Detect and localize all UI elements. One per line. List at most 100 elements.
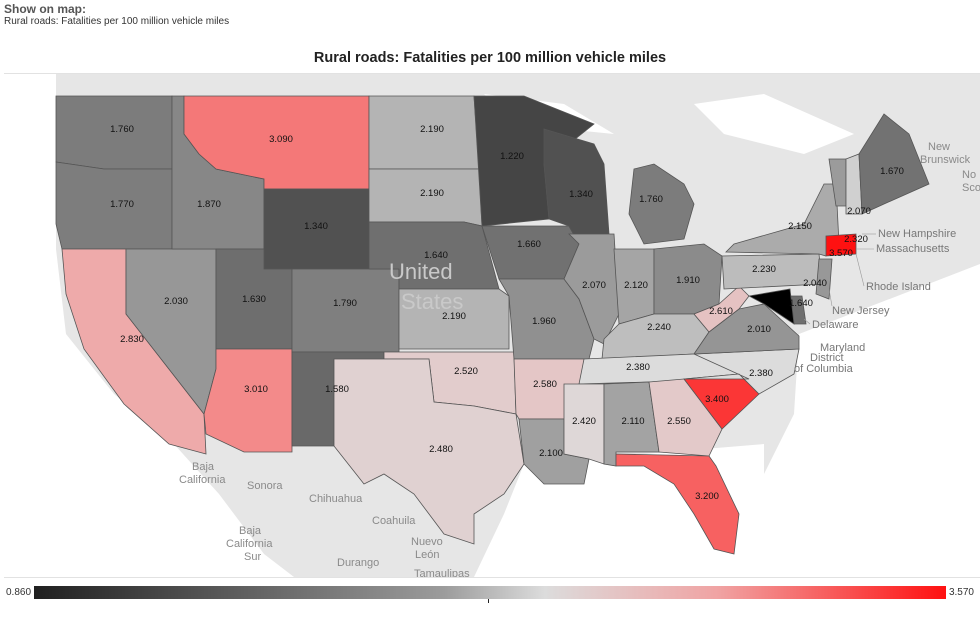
value-label-tn: 2.380 <box>626 362 650 373</box>
value-label-de: 1.640 <box>789 298 813 309</box>
value-label-mi: 1.760 <box>639 194 663 205</box>
value-label-wy: 1.340 <box>304 221 328 232</box>
label-new-jersey: New Jersey <box>832 305 890 317</box>
value-label-vt: 2.070 <box>847 206 871 217</box>
value-label-nc: 2.380 <box>749 368 773 379</box>
place-label-leon: León <box>415 549 439 561</box>
legend-min: 0.860 <box>6 587 32 598</box>
value-label-nj: 2.040 <box>803 278 827 289</box>
value-label-al: 2.110 <box>621 416 644 427</box>
state-ks[interactable] <box>398 288 510 350</box>
atlantic-ocean <box>764 264 980 577</box>
place-label-brunswick: Brunswick <box>920 154 971 166</box>
value-label-mo: 1.960 <box>532 316 556 327</box>
value-label-ut: 1.630 <box>242 294 266 305</box>
label-of-columbia: of Columbia <box>794 363 854 375</box>
value-label-in: 2.120 <box>624 280 648 291</box>
place-label-baja-sur-3: Sur <box>244 551 261 563</box>
state-shapes[interactable] <box>55 95 930 555</box>
value-label-ny: 2.150 <box>788 221 812 232</box>
map-title: Rural roads: Fatalities per 100 million … <box>313 50 667 66</box>
value-label-ct: 3.570 <box>829 248 853 259</box>
value-label-id: 1.870 <box>197 199 221 210</box>
value-label-or: 1.770 <box>110 199 134 210</box>
place-label-chihuahua: Chihuahua <box>309 493 363 505</box>
value-label-nm: 1.580 <box>325 384 349 395</box>
place-label-california: California <box>179 474 226 486</box>
state-fl[interactable] <box>615 453 740 555</box>
place-label-united: United <box>389 259 453 284</box>
state-value-labels: 1.760 1.770 2.830 1.870 2.030 3.090 1.340 1.630… <box>110 124 904 502</box>
pacific-ocean <box>4 74 294 577</box>
value-label-sd: 2.190 <box>420 188 444 199</box>
place-label-baja: Baja <box>192 461 215 473</box>
value-label-ia: 1.660 <box>517 239 541 250</box>
value-label-nd: 2.190 <box>420 124 444 135</box>
value-label-me: 1.670 <box>880 166 904 177</box>
state-me[interactable] <box>858 113 930 215</box>
value-label-mn: 1.220 <box>500 151 524 162</box>
place-label-scotia: Sco <box>962 182 980 194</box>
legend-tick <box>488 599 489 603</box>
value-label-la: 2.100 <box>539 448 563 459</box>
place-label-baja-sur-2: California <box>226 538 273 550</box>
value-label-fl: 3.200 <box>695 491 719 502</box>
place-label-baja-sur-1: Baja <box>239 525 262 537</box>
label-rhode-island: Rhode Island <box>866 281 931 293</box>
value-label-ok: 2.520 <box>454 366 478 377</box>
value-label-ne: 1.640 <box>424 250 448 261</box>
show-on-map-label: Show on map: <box>4 2 86 16</box>
place-label-new: New <box>928 141 950 153</box>
metric-dropdown[interactable]: Rural roads: Fatalities per 100 million … <box>4 16 230 27</box>
value-label-wi: 1.340 <box>569 189 593 200</box>
value-label-il: 2.070 <box>582 280 606 291</box>
callout-lines <box>803 233 876 325</box>
value-label-az: 3.010 <box>244 384 268 395</box>
label-district: District <box>810 352 844 364</box>
state-tx[interactable] <box>333 358 525 545</box>
label-delaware: Delaware <box>812 319 858 331</box>
state-nc[interactable] <box>683 348 800 395</box>
value-label-ar: 2.580 <box>533 379 557 390</box>
value-label-co: 1.790 <box>333 298 357 309</box>
value-label-ky: 2.240 <box>647 322 671 333</box>
place-label-coahuila: Coahuila <box>372 515 416 527</box>
value-label-ca: 2.830 <box>120 334 144 345</box>
place-label-durango: Durango <box>337 557 379 569</box>
value-label-sc: 3.400 <box>705 394 729 405</box>
value-label-pa: 2.230 <box>752 264 776 275</box>
place-label-tamaulipas: Tamaulipas <box>414 568 470 577</box>
place-label-sonora: Sonora <box>247 480 283 492</box>
value-label-nv: 2.030 <box>164 296 188 307</box>
state-ms[interactable] <box>563 383 605 465</box>
map-metric-selector[interactable]: Show on map: Rural roads: Fatalities per… <box>4 2 229 28</box>
place-label-nova: No <box>962 169 976 181</box>
choropleth-map[interactable]: United States Baja California Sonora Chi… <box>4 73 980 578</box>
color-legend: 0.860 3.570 <box>0 584 980 604</box>
value-label-oh: 1.910 <box>676 275 700 286</box>
value-label-ms: 2.420 <box>572 416 596 427</box>
value-label-va: 2.010 <box>747 324 771 335</box>
hudson-water <box>694 94 854 154</box>
state-nj[interactable] <box>815 258 833 300</box>
value-label-wa: 1.760 <box>110 124 134 135</box>
value-label-tx: 2.480 <box>429 444 453 455</box>
place-label-states: States <box>401 289 463 314</box>
label-maryland: Maryland <box>820 342 865 354</box>
value-label-ks: 2.190 <box>442 311 466 322</box>
state-ga[interactable] <box>648 378 723 457</box>
value-label-wv: 2.610 <box>709 306 733 317</box>
value-label-ga: 2.550 <box>667 416 691 427</box>
label-new-hampshire: New Hampshire <box>878 228 956 240</box>
state-ia[interactable] <box>481 225 580 280</box>
value-label-nh: 2.320 <box>844 234 868 245</box>
legend-gradient-bar <box>34 586 946 599</box>
label-massachusetts: Massachusetts <box>876 243 950 255</box>
state-co[interactable] <box>291 268 400 353</box>
value-label-mt: 3.090 <box>269 134 293 145</box>
legend-max: 3.570 <box>948 587 974 598</box>
state-az[interactable] <box>203 348 293 453</box>
state-mi[interactable] <box>628 163 695 245</box>
place-label-nuevo: Nuevo <box>411 536 443 548</box>
state-md[interactable] <box>747 288 795 325</box>
